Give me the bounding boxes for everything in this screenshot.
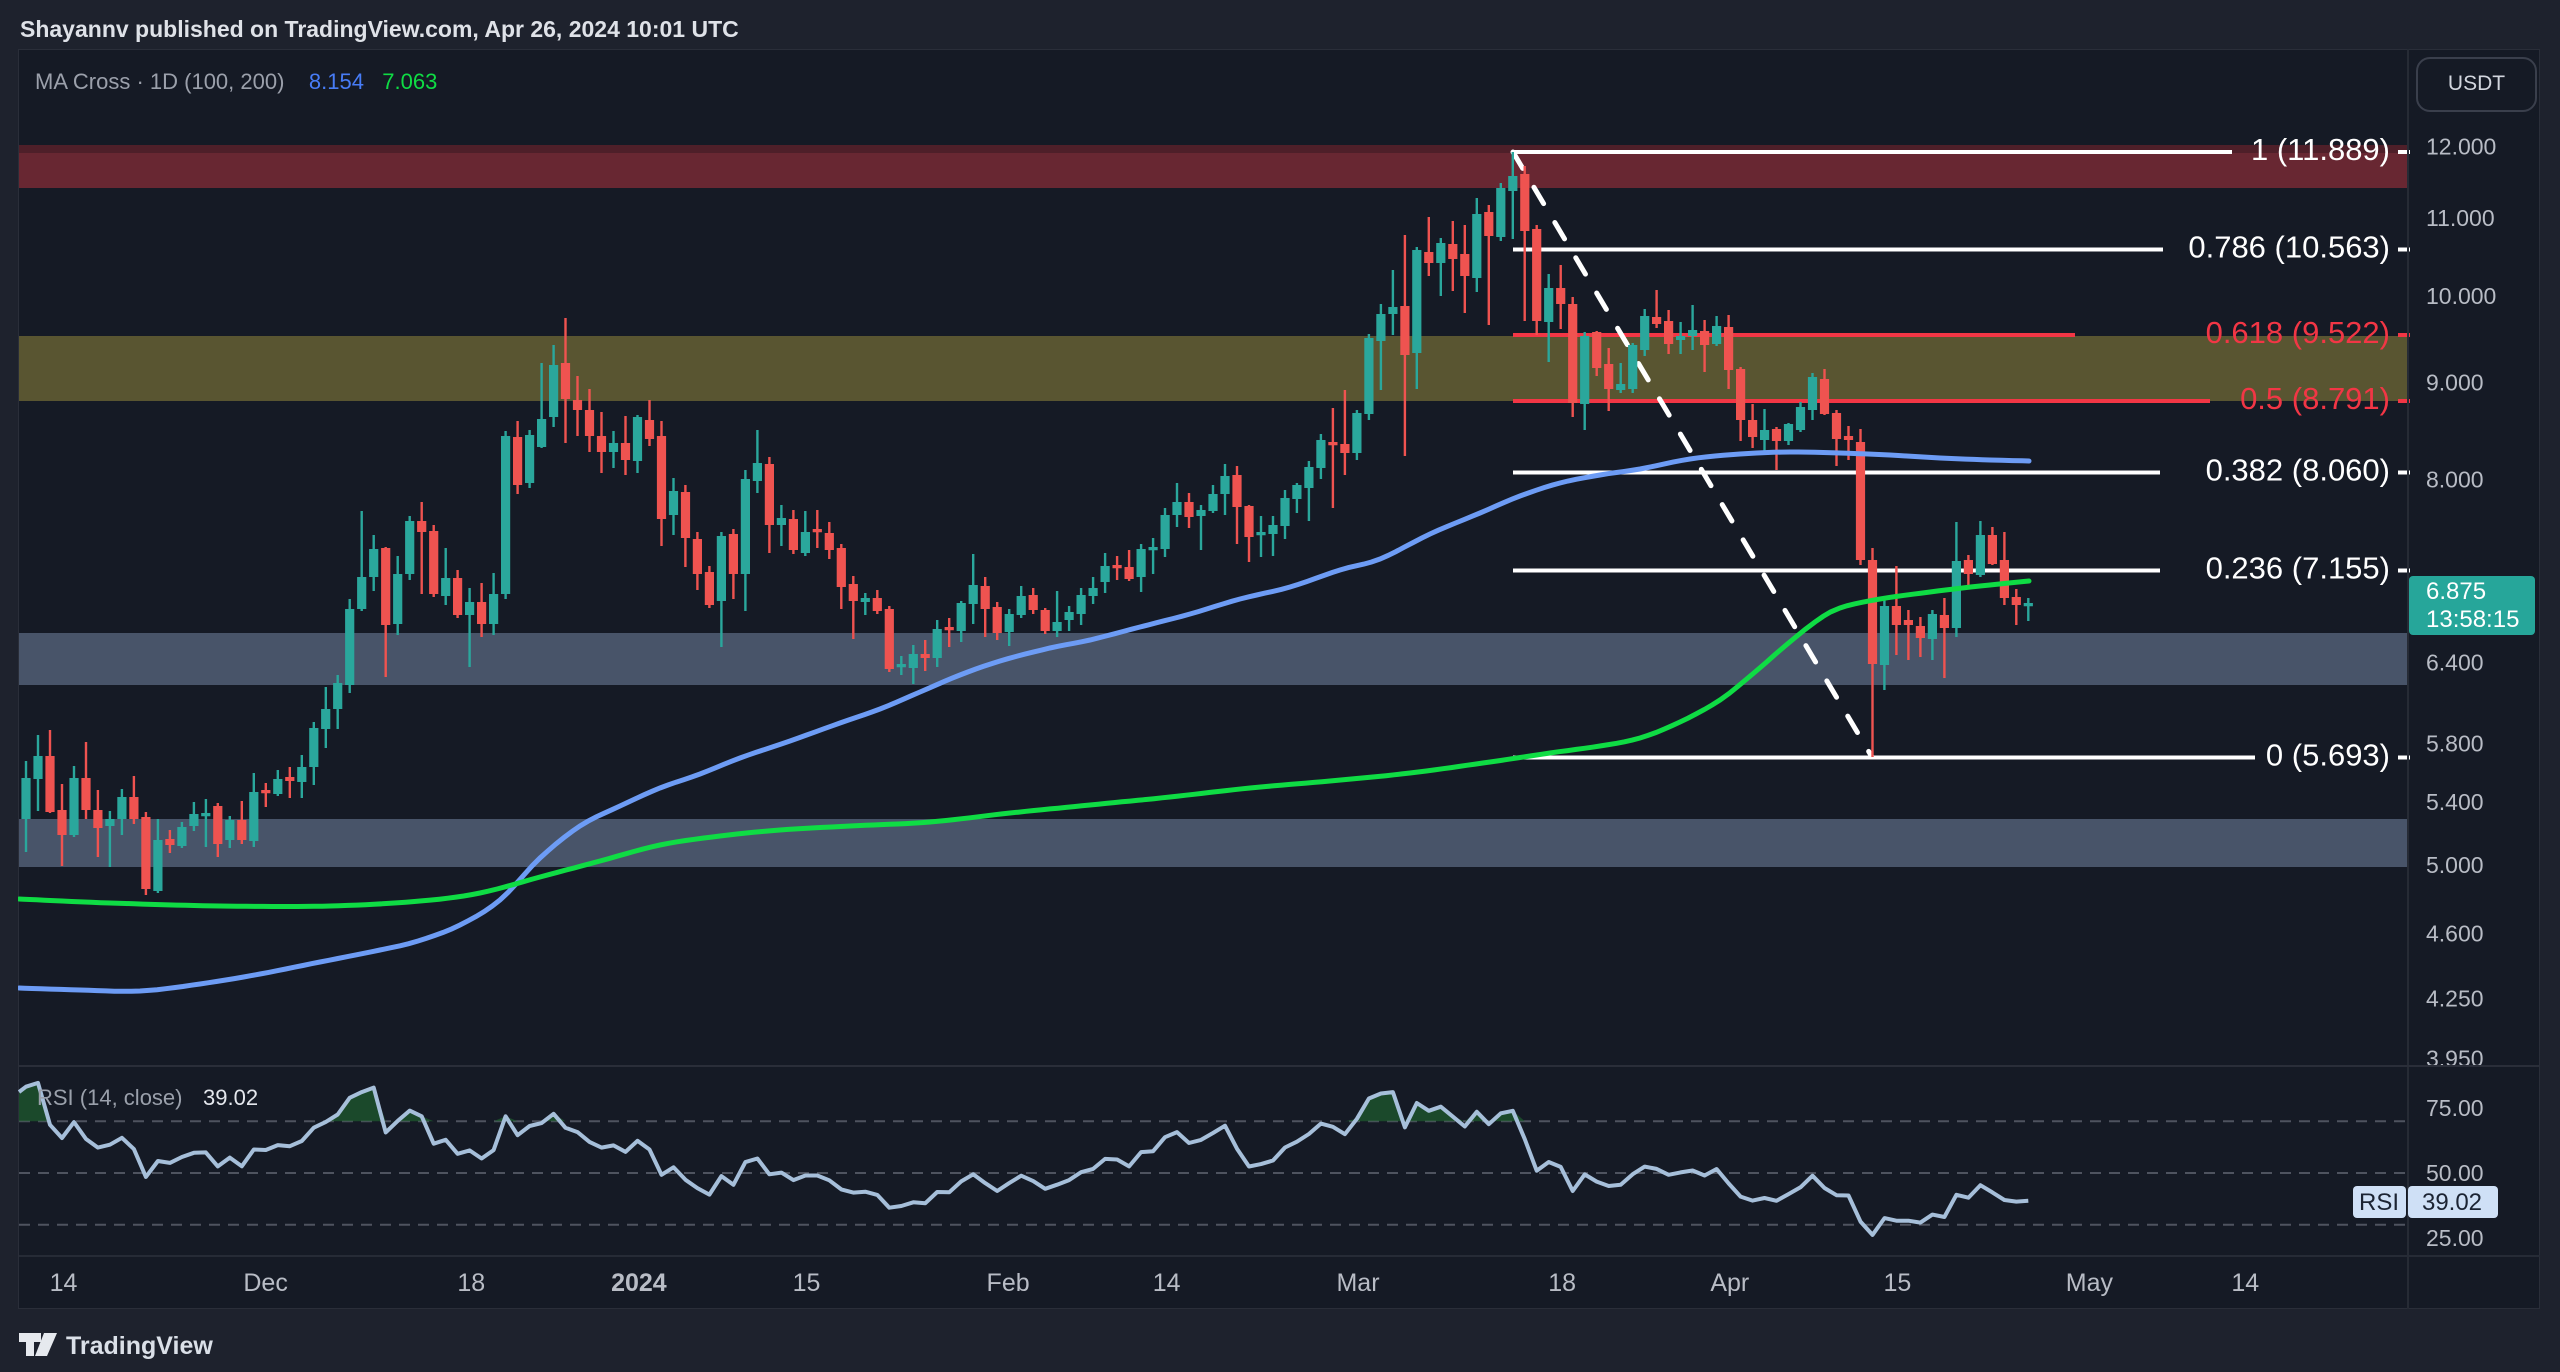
svg-text:9.000: 9.000	[2426, 370, 2484, 396]
svg-text:3.950: 3.950	[2426, 1046, 2484, 1072]
svg-text:0.786 (10.563): 0.786 (10.563)	[2188, 230, 2390, 265]
svg-text:4.600: 4.600	[2426, 921, 2484, 947]
svg-text:14: 14	[2231, 1269, 2259, 1297]
svg-text:10.000: 10.000	[2426, 283, 2496, 309]
svg-text:13:58:15: 13:58:15	[2426, 606, 2519, 633]
svg-text:Apr: Apr	[1710, 1269, 1749, 1297]
svg-text:6.400: 6.400	[2426, 650, 2484, 676]
svg-text:39.02: 39.02	[2422, 1189, 2482, 1216]
svg-text:6.875: 6.875	[2426, 578, 2486, 605]
svg-text:4.250: 4.250	[2426, 986, 2484, 1012]
svg-text:2024: 2024	[611, 1269, 667, 1297]
svg-text:0.236 (7.155): 0.236 (7.155)	[2206, 551, 2390, 586]
svg-text:12.000: 12.000	[2426, 133, 2496, 159]
svg-text:75.00: 75.00	[2426, 1095, 2484, 1121]
svg-text:25.00: 25.00	[2426, 1225, 2484, 1251]
svg-text:RSI (14, close): RSI (14, close)	[37, 1085, 183, 1110]
svg-text:5.400: 5.400	[2426, 789, 2484, 815]
svg-text:Dec: Dec	[243, 1269, 287, 1297]
svg-text:0.618 (9.522): 0.618 (9.522)	[2206, 315, 2390, 350]
svg-text:15: 15	[1883, 1269, 1911, 1297]
svg-text:14: 14	[50, 1269, 78, 1297]
svg-text:5.000: 5.000	[2426, 852, 2484, 878]
svg-text:14: 14	[1153, 1269, 1181, 1297]
svg-text:0.5 (8.791): 0.5 (8.791)	[2240, 381, 2390, 416]
svg-text:0.382 (8.060): 0.382 (8.060)	[2206, 453, 2390, 488]
svg-text:Feb: Feb	[987, 1269, 1030, 1297]
svg-text:May: May	[2066, 1269, 2114, 1297]
svg-text:15: 15	[793, 1269, 821, 1297]
svg-text:1 (11.889): 1 (11.889)	[2251, 132, 2390, 167]
svg-text:8.000: 8.000	[2426, 466, 2484, 492]
svg-text:18: 18	[1548, 1269, 1576, 1297]
svg-text:50.00: 50.00	[2426, 1160, 2484, 1186]
svg-text:RSI: RSI	[2359, 1189, 2399, 1216]
svg-text:39.02: 39.02	[203, 1085, 258, 1110]
svg-text:0 (5.693): 0 (5.693)	[2266, 738, 2390, 773]
svg-text:18: 18	[457, 1269, 485, 1297]
svg-text:5.800: 5.800	[2426, 730, 2484, 756]
svg-text:11.000: 11.000	[2426, 205, 2495, 231]
svg-text:Mar: Mar	[1336, 1269, 1379, 1297]
